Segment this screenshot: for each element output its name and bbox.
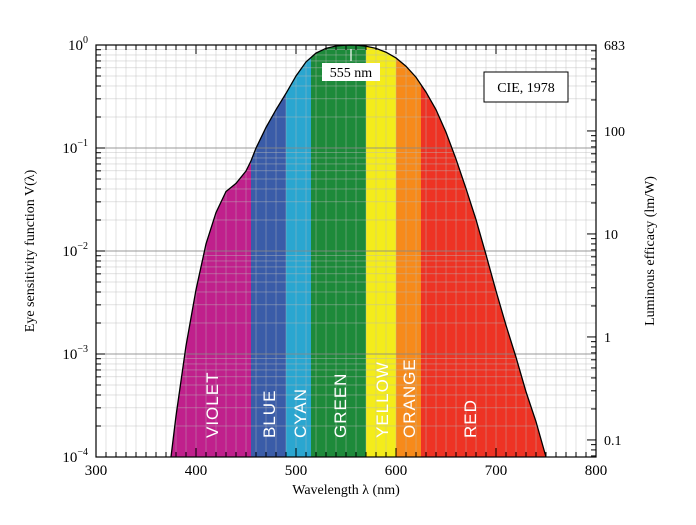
band-labels: VIOLET BLUE CYAN GREEN YELLOW ORANGE RED — [203, 358, 480, 438]
band-label-violet: VIOLET — [203, 372, 222, 438]
x-tick-label: 600 — [385, 463, 408, 479]
band-orange — [396, 57, 421, 457]
band-violet — [171, 160, 251, 457]
x-axis-title: Wavelength λ (nm) — [292, 483, 400, 498]
band-cyan — [286, 57, 311, 457]
y-axis-title: Eye sensitivity function V(λ) — [23, 169, 38, 332]
band-label-blue: BLUE — [260, 390, 279, 438]
cie-label: CIE, 1978 — [497, 81, 555, 96]
right-tick-label: 0.1 — [604, 434, 622, 449]
band-label-red: RED — [461, 399, 480, 438]
band-red — [421, 84, 546, 458]
y-tick-label: 10−4 — [62, 447, 88, 466]
y-tick-label: 10−3 — [62, 344, 88, 363]
band-label-green: GREEN — [331, 373, 350, 438]
right-tick-label: 1 — [604, 331, 611, 346]
grid — [96, 45, 596, 457]
x-tick-label: 400 — [185, 463, 208, 479]
right-tick-label: 683 — [604, 39, 625, 54]
right-tick-label: 100 — [604, 125, 625, 140]
band-label-cyan: CYAN — [291, 388, 310, 438]
x-tick-label: 500 — [285, 463, 308, 479]
y-tick-label: 100 — [68, 35, 88, 54]
peak-label: 555 nm — [330, 66, 373, 81]
x-tick-label: 800 — [585, 463, 608, 479]
y-tick-label: 10−2 — [62, 241, 88, 260]
x-tick-label: 300 — [85, 463, 108, 479]
y-tick-label: 10−1 — [62, 138, 88, 157]
axes — [95, 44, 597, 458]
tick-labels: 300 400 500 600 700 800 100 10−1 10−2 10−3 10−4 683… — [23, 35, 658, 498]
cie-box — [483, 71, 569, 103]
x-tick-label: 700 — [485, 463, 508, 479]
band-label-yellow: YELLOW — [373, 361, 392, 438]
peak-label-box — [322, 63, 380, 81]
band-label-orange: ORANGE — [400, 358, 419, 438]
right-axis-title: Luminous efficacy (lm/W) — [643, 176, 658, 326]
annotations: 555 nm CIE, 1978 — [322, 49, 569, 103]
band-blue — [251, 93, 286, 458]
right-tick-label: 10 — [604, 228, 618, 243]
